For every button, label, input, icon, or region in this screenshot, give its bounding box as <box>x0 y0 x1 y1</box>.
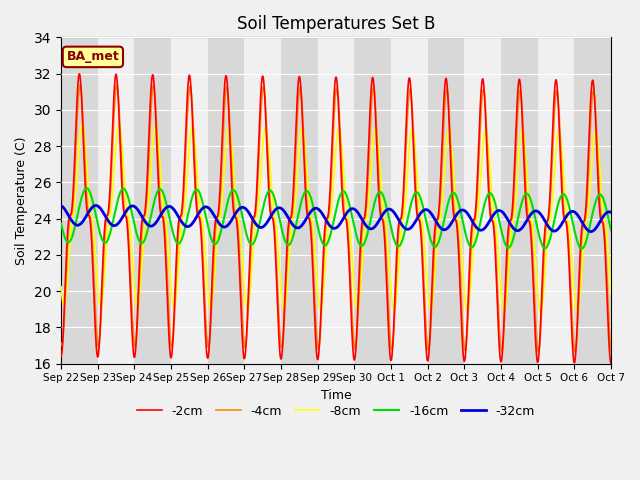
-8cm <box>180 212 188 218</box>
Bar <box>501 37 538 364</box>
-4cm <box>241 345 249 351</box>
X-axis label: Time: Time <box>321 389 351 402</box>
Legend: -2cm, -4cm, -8cm, -16cm, -32cm: -2cm, -4cm, -8cm, -16cm, -32cm <box>132 400 540 423</box>
-2cm <box>57 354 65 360</box>
-8cm <box>79 122 86 128</box>
-2cm <box>422 338 429 344</box>
Bar <box>208 37 244 364</box>
Line: -8cm: -8cm <box>61 125 611 312</box>
Line: -32cm: -32cm <box>61 205 611 231</box>
-16cm <box>578 246 586 252</box>
-4cm <box>493 284 501 290</box>
-4cm <box>57 340 65 346</box>
-8cm <box>493 239 501 245</box>
Y-axis label: Soil Temperature (C): Soil Temperature (C) <box>15 136 28 265</box>
-2cm <box>493 305 501 311</box>
-2cm <box>76 71 83 77</box>
-2cm <box>180 180 188 185</box>
-16cm <box>493 210 501 216</box>
-2cm <box>542 219 550 225</box>
-32cm <box>422 207 429 213</box>
-8cm <box>241 296 249 301</box>
-4cm <box>542 224 550 230</box>
-16cm <box>241 227 249 232</box>
-4cm <box>422 316 429 322</box>
-4cm <box>166 336 174 341</box>
-4cm <box>572 349 579 355</box>
-8cm <box>542 254 550 260</box>
-8cm <box>422 259 429 265</box>
-32cm <box>493 208 501 214</box>
Bar <box>355 37 391 364</box>
-2cm <box>241 352 249 358</box>
Title: Soil Temperatures Set B: Soil Temperatures Set B <box>237 15 435 33</box>
-32cm <box>607 209 615 215</box>
-8cm <box>573 309 581 315</box>
-16cm <box>83 185 90 191</box>
Line: -4cm: -4cm <box>61 85 611 352</box>
-16cm <box>607 228 615 233</box>
Text: BA_met: BA_met <box>67 50 119 63</box>
-4cm <box>180 192 188 198</box>
-8cm <box>166 276 174 282</box>
-32cm <box>57 203 65 208</box>
-4cm <box>76 82 84 88</box>
Bar <box>134 37 171 364</box>
-32cm <box>92 203 100 208</box>
-32cm <box>241 205 249 211</box>
Bar <box>428 37 465 364</box>
-8cm <box>607 290 615 296</box>
-32cm <box>180 222 188 228</box>
-16cm <box>180 230 188 236</box>
-32cm <box>587 228 595 234</box>
-16cm <box>57 221 65 227</box>
-4cm <box>607 347 615 353</box>
-8cm <box>57 284 65 289</box>
-2cm <box>607 360 615 366</box>
-32cm <box>542 220 550 226</box>
-16cm <box>166 219 174 225</box>
Bar <box>281 37 317 364</box>
-16cm <box>542 245 550 251</box>
-32cm <box>166 204 174 209</box>
Line: -16cm: -16cm <box>61 188 611 249</box>
Line: -2cm: -2cm <box>61 74 611 363</box>
Bar <box>574 37 611 364</box>
-16cm <box>422 216 429 221</box>
-2cm <box>166 352 174 358</box>
Bar <box>61 37 98 364</box>
